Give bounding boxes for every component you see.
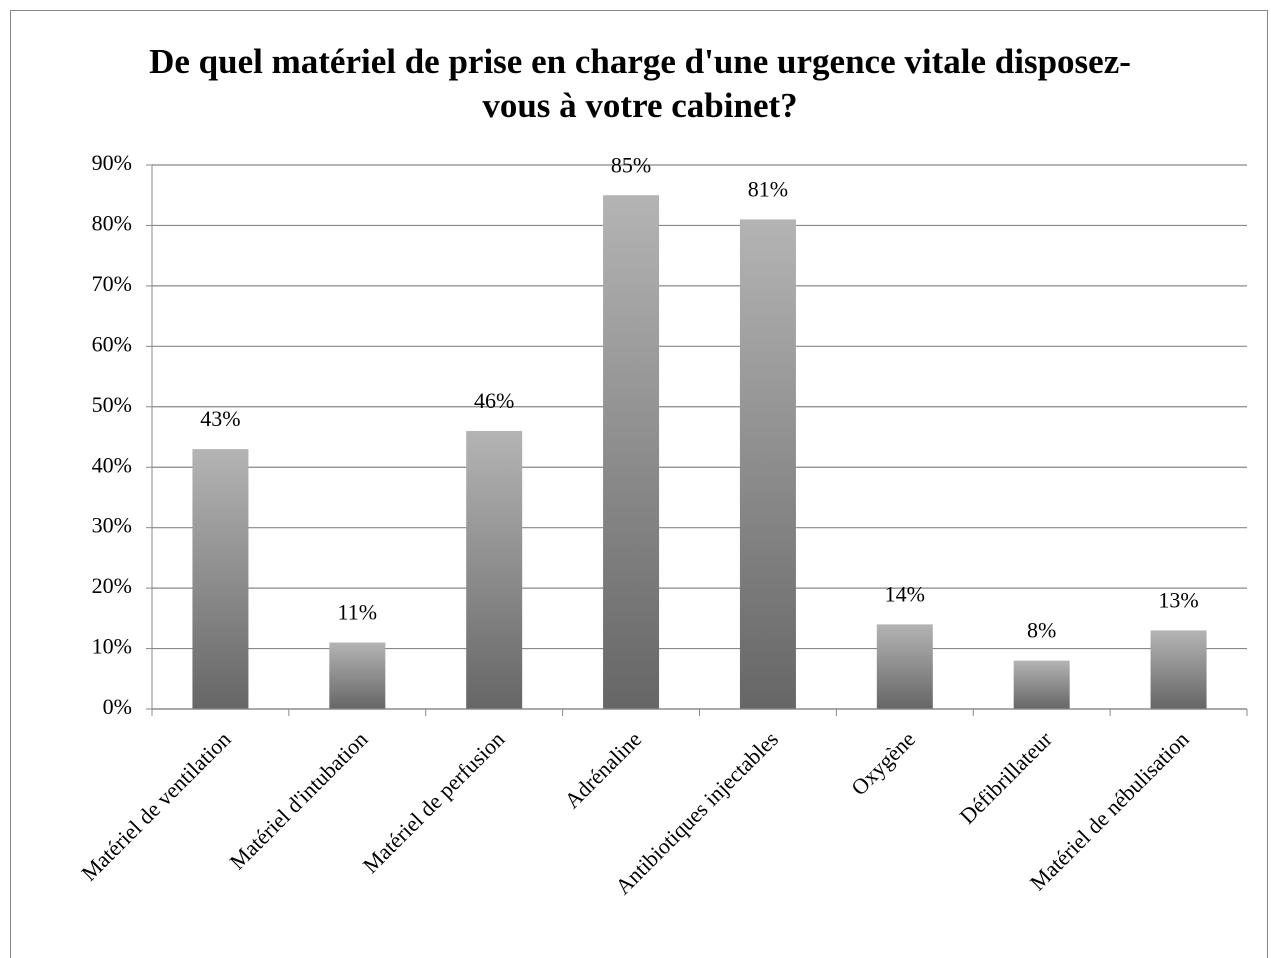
x-tick-label: Matériel de perfusion <box>358 726 510 878</box>
y-tick-label: 10% <box>92 634 132 659</box>
bar <box>192 449 249 709</box>
value-label: 14% <box>885 581 925 606</box>
bar <box>1150 630 1207 709</box>
y-tick-label: 50% <box>92 392 132 417</box>
bar <box>329 642 386 709</box>
y-tick-label: 90% <box>92 150 132 175</box>
y-tick-label: 40% <box>92 452 132 477</box>
y-tick-label: 70% <box>92 271 132 296</box>
chart-title: De quel matériel de prise en charge d'un… <box>149 42 1131 125</box>
x-tick-label: Oxygène <box>846 726 920 800</box>
value-label: 43% <box>200 406 240 431</box>
x-tick-label: Adrénaline <box>559 726 646 813</box>
x-tick-label: Défibrillateur <box>954 726 1057 829</box>
value-label: 8% <box>1027 618 1056 643</box>
x-tick-label: Matériel de nébulisation <box>1025 726 1194 895</box>
value-label: 46% <box>474 388 514 413</box>
value-label: 11% <box>338 600 378 625</box>
bar <box>876 624 933 709</box>
y-tick-label: 80% <box>92 210 132 235</box>
y-tick-label: 30% <box>92 513 132 538</box>
value-label: 81% <box>748 176 788 201</box>
bar <box>1013 660 1070 709</box>
value-label: 13% <box>1158 587 1198 612</box>
chart-frame <box>10 10 1268 958</box>
y-tick-label: 60% <box>92 331 132 356</box>
value-label: 85% <box>611 152 651 177</box>
y-tick-label: 0% <box>103 694 132 719</box>
x-tick-label: Matériel de ventilation <box>76 726 235 885</box>
bar <box>466 430 523 709</box>
bar <box>739 219 796 709</box>
bar <box>603 195 660 709</box>
y-tick-label: 20% <box>92 573 132 598</box>
x-tick-label: Matériel d'intubation <box>224 726 372 874</box>
